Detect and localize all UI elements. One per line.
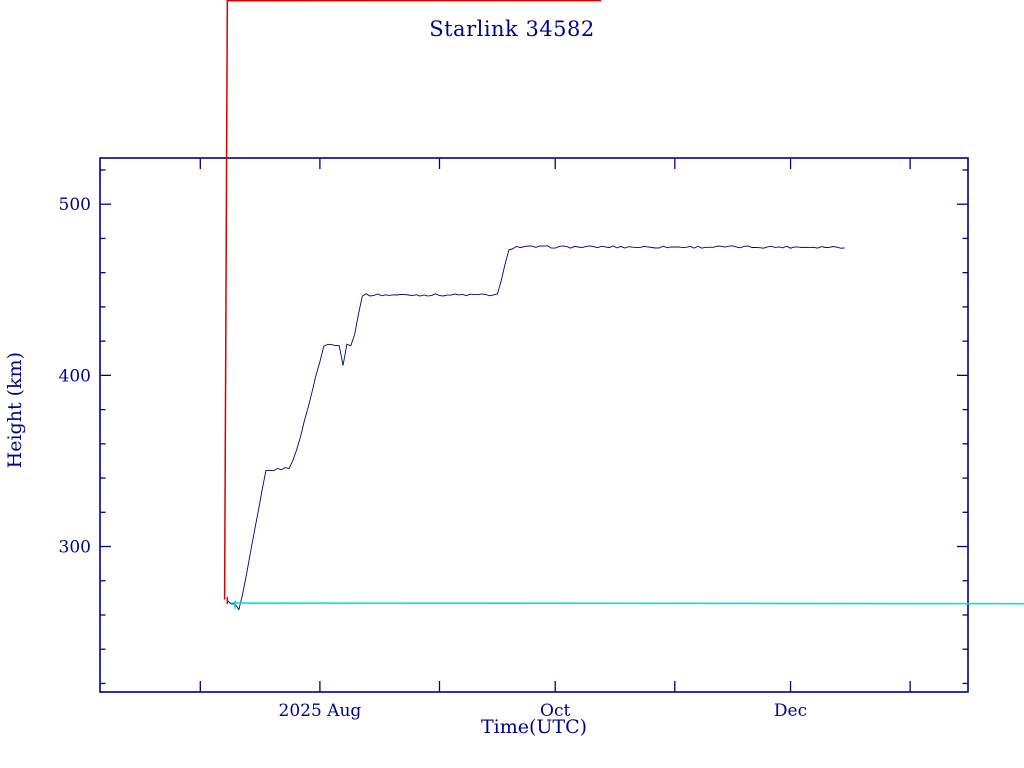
- axis-ticks: [100, 158, 968, 692]
- x-tick-label: Dec: [774, 701, 807, 721]
- height-line: [227, 245, 845, 611]
- chart-title: Starlink 34582: [429, 17, 595, 41]
- flagged-markers: [231, 600, 1024, 609]
- x-tick-label: Oct: [540, 701, 570, 721]
- plot-frame: [99, 157, 969, 693]
- y-tick-label: 300: [59, 538, 91, 558]
- height-markers: [223, 0, 602, 605]
- y-tick-label: 500: [59, 195, 91, 215]
- y-tick-label: 400: [59, 366, 91, 386]
- x-axis-label: Time(UTC): [480, 716, 588, 738]
- x-tick-label: 2025 Aug: [279, 701, 362, 721]
- axis-tick-labels: 2025 Aug Oct Dec 300 400 500: [59, 195, 808, 721]
